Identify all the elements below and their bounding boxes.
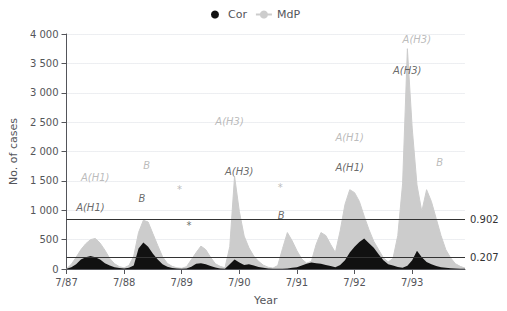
svg-text:Cor: Cor [228,8,247,21]
svg-text:500: 500 [39,234,58,245]
svg-text:7/91: 7/91 [286,277,308,288]
svg-text:1 000: 1 000 [30,205,59,216]
svg-text:No. of cases: No. of cases [7,118,20,185]
svg-text:0.902: 0.902 [470,214,499,225]
svg-text:B: B [143,160,150,171]
svg-text:7/89: 7/89 [171,277,193,288]
svg-text:B: B [278,210,285,221]
svg-text:B: B [139,193,146,204]
svg-text:2 500: 2 500 [30,117,59,128]
svg-text:7/92: 7/92 [343,277,365,288]
svg-text:4 000: 4 000 [30,29,59,40]
svg-text:7/88: 7/88 [113,277,135,288]
svg-text:*: * [177,184,182,195]
svg-text:0.207: 0.207 [470,252,499,263]
svg-text:0: 0 [52,264,58,275]
svg-text:7/90: 7/90 [228,277,250,288]
svg-text:MdP: MdP [277,8,300,21]
svg-text:7/93: 7/93 [401,277,423,288]
svg-text:1 500: 1 500 [30,175,59,186]
svg-text:3 500: 3 500 [30,58,59,69]
svg-text:A(H3): A(H3) [214,116,244,127]
svg-text:*: * [187,220,192,231]
svg-text:A(H3): A(H3) [392,65,422,76]
svg-text:Year: Year [253,294,278,307]
svg-text:A(H1): A(H1) [80,172,110,183]
svg-text:2 000: 2 000 [30,146,59,157]
svg-text:7/87: 7/87 [55,277,77,288]
svg-text:A(H1): A(H1) [75,202,105,213]
svg-text:B: B [436,157,443,168]
svg-text:*: * [278,182,283,193]
svg-text:A(H3): A(H3) [402,34,432,45]
svg-text:A(H1): A(H1) [334,132,364,143]
svg-text:A(H3): A(H3) [224,166,254,177]
svg-text:A(H1): A(H1) [334,162,364,173]
svg-text:3 000: 3 000 [30,87,59,98]
